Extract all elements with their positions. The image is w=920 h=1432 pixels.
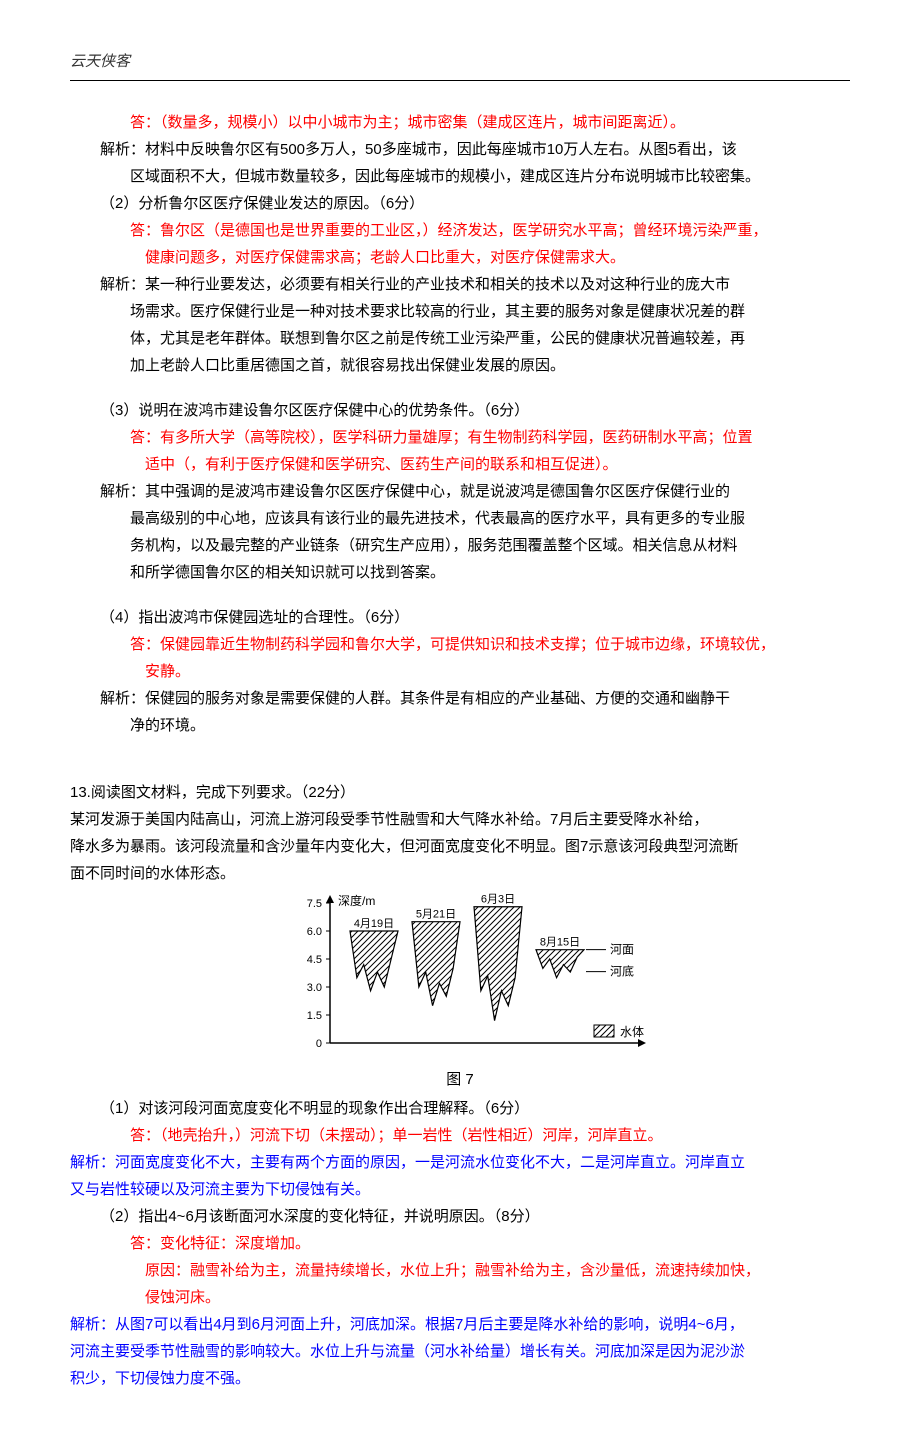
svg-text:7.5: 7.5 [307,898,322,910]
page: 云天侠客 答：（数量多，规模小）以中小城市为主；城市密集（建成区连片，城市间距离… [0,0,920,1432]
b2-q1: （1）对该河段河面宽度变化不明显的现象作出合理解释。（6分） [70,1095,850,1122]
b1-ans4a: 答：保健园靠近生物制药科学园和鲁尔大学，可提供知识和技术支撑；位于城市边缘，环境… [70,631,850,658]
b1-exp1b: 区域面积不大，但城市数量较多，因此每座城市的规模小，建成区连片分布说明城市比较密… [70,163,850,190]
b2-exp1b: 又与岩性较硬以及河流主要为下切侵蚀有关。 [70,1176,850,1203]
b2-q2: （2）指出4~6月该断面河水深度的变化特征，并说明原因。（8分） [70,1203,850,1230]
b2-ans2a: 答：变化特征：深度增加。 [70,1230,850,1257]
b2-exp2c: 积少，下切侵蚀力度不强。 [70,1365,850,1392]
svg-text:深度/m: 深度/m [338,893,375,908]
b2-exp2a: 解析：从图7可以看出4月到6月河面上升，河底加深。根据7月后主要是降水补给的影响… [70,1311,850,1338]
b2-title: 13.阅读图文材料，完成下列要求。（22分） [70,779,850,806]
b1-ans3b: 适中（，有利于医疗保健和医学研究、医药生产间的联系和相互促进）。 [70,451,850,478]
svg-text:6月3日: 6月3日 [481,894,515,906]
b1-q2: （2）分析鲁尔区医疗保健业发达的原因。（6分） [70,190,850,217]
b2-ans2b: 原因：融雪补给为主，流量持续增长，水位上升；融雪补给为主，含沙量低，流速持续加快… [70,1257,850,1284]
svg-text:3.0: 3.0 [307,982,322,994]
b1-ans2b: 健康问题多，对医疗保健需求高；老龄人口比重大，对医疗保健需求大。 [70,244,850,271]
b2-exp1a: 解析：河面宽度变化不大，主要有两个方面的原因，一是河流水位变化不大，二是河岸直立… [70,1149,850,1176]
b1-exp2a: 解析：某一种行业要发达，必须要有相关行业的产业技术和相关的技术以及对这种行业的庞… [70,271,850,298]
b1-exp1a: 解析：材料中反映鲁尔区有500多万人，50多座城市，因此每座城市10万人左右。从… [70,136,850,163]
b1-q3: （3）说明在波鸿市建设鲁尔区医疗保健中心的优势条件。（6分） [70,397,850,424]
svg-text:河底: 河底 [610,964,634,979]
b2-intro2: 降水多为暴雨。该河段流量和含沙量年内变化大，但河面宽度变化不明显。图7示意该河段… [70,833,850,860]
svg-text:河面: 河面 [610,943,634,957]
b2-exp2b: 河流主要受季节性融雪的影响较大。水位上升与流量（河水补给量）增长有关。河底加深是… [70,1338,850,1365]
svg-text:5月21日: 5月21日 [416,909,456,921]
b1-exp4a: 解析：保健园的服务对象是需要保健的人群。其条件是有相应的产业基础、方便的交通和幽… [70,685,850,712]
b1-ans2a: 答：鲁尔区（是德国也是世界重要的工业区，）经济发达，医学研究水平高；曾经环境污染… [70,217,850,244]
b1-q4: （4）指出波鸿市保健园选址的合理性。（6分） [70,604,850,631]
figure-7-caption: 图 7 [70,1071,850,1089]
b1-exp4b: 净的环境。 [70,712,850,739]
svg-text:4.5: 4.5 [307,954,322,966]
b2-intro3: 面不同时间的水体形态。 [70,860,850,887]
b1-exp2b: 场需求。医疗保健行业是一种对技术要求比较高的行业，其主要的服务对象是健康状况差的… [70,298,850,325]
b1-exp3c: 务机构，以及最完整的产业链条（研究生产应用），服务范围覆盖整个区域。相关信息从材… [70,532,850,559]
b2-ans2c: 侵蚀河床。 [70,1284,850,1311]
svg-text:8月15日: 8月15日 [540,937,580,949]
svg-text:6.0: 6.0 [307,926,322,938]
svg-text:0: 0 [316,1038,322,1050]
b1-ans3a: 答：有多所大学（高等院校），医学科研力量雄厚；有生物制药科学园，医药研制水平高；… [70,424,850,451]
svg-text:1.5: 1.5 [307,1010,322,1022]
b1-ans1: 答：（数量多，规模小）以中小城市为主；城市密集（建成区连片，城市间距离近）。 [70,109,850,136]
figure-7-svg: 深度/m 7.5 6.0 4.5 3.0 1.5 0 4月19日 5月21日 6月3日 8月15日河… [270,893,650,1063]
svg-text:4月19日: 4月19日 [354,918,394,930]
b1-exp3d: 和所学德国鲁尔区的相关知识就可以找到答案。 [70,559,850,586]
header-watermark: 云天侠客 [70,54,130,70]
b2-ans1: 答：（地壳抬升，）河流下切（未摆动）；单一岩性（岩性相近）河岸，河岸直立。 [70,1122,850,1149]
b1-exp3a: 解析：其中强调的是波鸿市建设鲁尔区医疗保健中心，就是说波鸿是德国鲁尔区医疗保健行… [70,478,850,505]
b1-exp2c: 体，尤其是老年群体。联想到鲁尔区之前是传统工业污染严重，公民的健康状况普遍较差，… [70,325,850,352]
b2-intro1: 某河发源于美国内陆高山，河流上游河段受季节性融雪和大气降水补给。7月后主要受降水… [70,806,850,833]
page-header: 云天侠客 [70,48,850,81]
b1-exp2d: 加上老龄人口比重居德国之首，就很容易找出保健业发展的原因。 [70,352,850,379]
b1-ans4b: 安静。 [70,658,850,685]
b1-exp3b: 最高级别的中心地，应该具有该行业的最先进技术，代表最高的医疗水平，具有更多的专业… [70,505,850,532]
svg-text:水体: 水体 [620,1025,644,1039]
figure-7: 深度/m 7.5 6.0 4.5 3.0 1.5 0 4月19日 5月21日 6月3日 8月15日河… [70,893,850,1089]
